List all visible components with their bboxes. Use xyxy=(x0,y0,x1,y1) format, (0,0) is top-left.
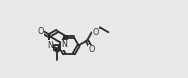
Text: O: O xyxy=(89,45,95,54)
Text: N: N xyxy=(62,40,67,49)
Text: N: N xyxy=(47,41,53,50)
Text: O: O xyxy=(92,28,99,37)
Text: O: O xyxy=(37,27,44,36)
